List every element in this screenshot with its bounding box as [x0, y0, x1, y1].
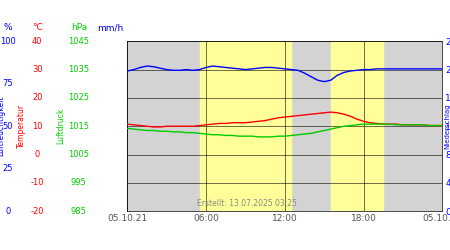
Text: -10: -10 — [31, 178, 44, 188]
Text: Erstellt: 13.07.2025 03:25: Erstellt: 13.07.2025 03:25 — [197, 199, 297, 208]
Text: %: % — [4, 24, 13, 32]
Text: Luftfeuchtigkeit: Luftfeuchtigkeit — [0, 96, 5, 156]
Text: 25: 25 — [3, 164, 14, 173]
Text: 1005: 1005 — [68, 150, 89, 159]
Text: 1015: 1015 — [68, 122, 89, 131]
Text: 100: 100 — [0, 37, 16, 46]
Text: °C: °C — [32, 24, 43, 32]
Text: 30: 30 — [32, 65, 43, 74]
Text: Niederschlag: Niederschlag — [445, 104, 450, 149]
Text: 75: 75 — [3, 79, 14, 88]
Bar — [331, 41, 383, 211]
Text: 1035: 1035 — [68, 65, 89, 74]
Text: 40: 40 — [32, 37, 43, 46]
Text: 995: 995 — [71, 178, 86, 188]
Text: -20: -20 — [31, 207, 44, 216]
Text: 1045: 1045 — [68, 37, 89, 46]
Text: 10: 10 — [32, 122, 43, 131]
Text: 20: 20 — [32, 94, 43, 102]
Text: Temperatur: Temperatur — [17, 104, 26, 148]
Text: mm/h: mm/h — [98, 24, 124, 32]
Text: Luftdruck: Luftdruck — [56, 108, 65, 144]
Bar — [199, 41, 292, 211]
Text: 1025: 1025 — [68, 94, 89, 102]
Text: 0: 0 — [5, 207, 11, 216]
Text: 0: 0 — [35, 150, 40, 159]
Text: 50: 50 — [3, 122, 14, 131]
Text: 985: 985 — [71, 207, 87, 216]
Text: hPa: hPa — [71, 24, 87, 32]
